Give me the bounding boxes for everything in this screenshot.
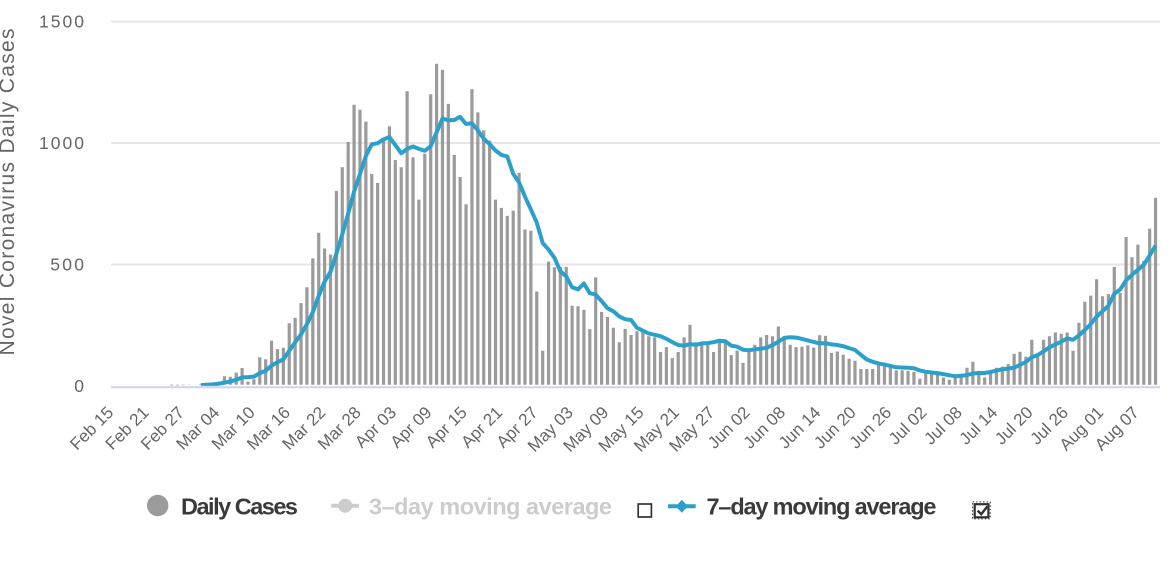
svg-text:0: 0 xyxy=(74,376,84,396)
svg-text:1000: 1000 xyxy=(39,133,84,153)
svg-text:7–day moving average: 7–day moving average xyxy=(707,494,937,520)
svg-text:Novel Coronavirus Daily Cases: Novel Coronavirus Daily Cases xyxy=(0,29,19,356)
svg-text:1500: 1500 xyxy=(39,12,84,32)
svg-text:Daily Cases: Daily Cases xyxy=(181,494,298,520)
svg-text:500: 500 xyxy=(50,255,84,275)
svg-text:3–day moving average: 3–day moving average xyxy=(369,494,612,520)
